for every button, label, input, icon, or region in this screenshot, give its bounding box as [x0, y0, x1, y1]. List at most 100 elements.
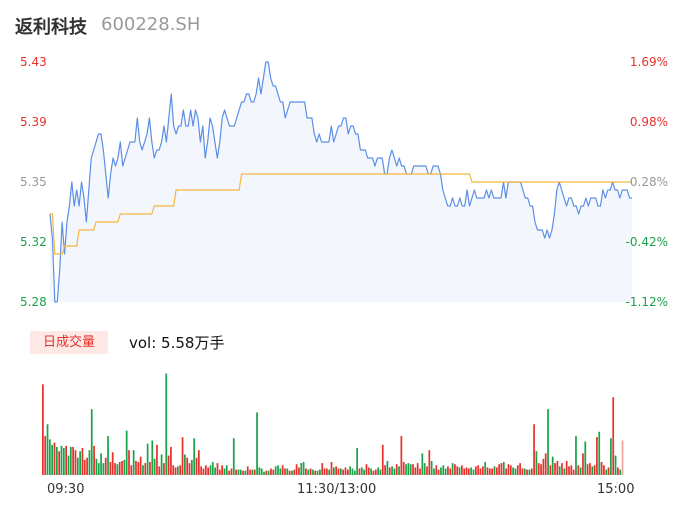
volume-bar	[530, 468, 533, 475]
volume-bar	[158, 466, 161, 475]
volume-bar	[142, 465, 144, 475]
volume-bar	[253, 469, 256, 475]
volume-bar	[263, 471, 265, 475]
y-right-tick: -1.12%	[625, 295, 668, 309]
volume-bar	[137, 462, 140, 475]
volume-bar	[398, 466, 400, 475]
volume-bar	[465, 467, 468, 475]
volume-bar	[349, 466, 352, 475]
price-layer	[49, 61, 632, 303]
volume-bar	[342, 469, 345, 475]
volume-bar	[421, 453, 424, 475]
volume-bar	[584, 441, 587, 475]
volume-bar	[402, 462, 405, 475]
price-line	[49, 61, 632, 303]
volume-bar	[88, 450, 91, 475]
x-tick-midday: 11:30/13:00	[297, 482, 377, 497]
volume-bar	[586, 464, 589, 475]
volume-bar	[95, 458, 98, 475]
volume-bar	[523, 468, 526, 475]
volume-bar	[79, 451, 81, 475]
volume-bar	[214, 467, 216, 475]
volume-bar	[200, 466, 203, 475]
volume-bar	[42, 384, 44, 475]
volume-bar	[274, 466, 277, 475]
volume-bar	[181, 437, 184, 475]
volume-bar	[123, 459, 126, 475]
volume-bar	[230, 468, 233, 475]
volume-bar	[561, 463, 563, 475]
volume-bar	[451, 463, 454, 475]
volume-bar	[551, 456, 554, 475]
volume-bar	[454, 464, 456, 475]
volume-bar	[170, 446, 172, 475]
volume-bar	[519, 463, 521, 475]
volume-bar	[277, 465, 279, 475]
volume-bar	[558, 466, 561, 475]
volume-bar	[104, 457, 107, 475]
volume-bar	[177, 466, 179, 475]
volume-bar	[265, 470, 268, 475]
volume-bar	[149, 462, 151, 475]
volume-bar	[333, 467, 335, 475]
volume-bar	[600, 462, 603, 475]
volume-bar	[568, 466, 570, 475]
volume-bar	[130, 465, 133, 475]
volume-bar	[500, 463, 503, 475]
volume-bar	[90, 409, 93, 475]
volume-bar	[202, 468, 205, 475]
volume-bar	[463, 468, 466, 475]
volume-bar	[360, 467, 363, 475]
volume-bar	[516, 465, 519, 475]
volume-bar	[69, 446, 72, 475]
volume-bar	[542, 458, 545, 475]
volume-bar	[430, 460, 433, 475]
volume-bar	[612, 397, 615, 475]
volume-bar	[416, 463, 419, 475]
volume-bar	[316, 470, 319, 475]
volume-bar	[484, 462, 487, 475]
volume-bar	[193, 438, 196, 475]
volume-bar	[565, 460, 568, 475]
volume-bar	[319, 469, 321, 475]
volume-bar	[58, 451, 61, 475]
volume-bar	[256, 412, 258, 475]
volume-bar	[563, 468, 566, 475]
x-tick-open: 09:30	[47, 482, 85, 497]
volume-bar	[207, 467, 210, 475]
volume-bar	[440, 467, 442, 475]
volume-bar	[74, 450, 77, 475]
volume-bar	[512, 467, 514, 475]
volume-bar	[151, 440, 154, 475]
volume-bar	[251, 469, 254, 475]
volume-bar	[605, 469, 608, 475]
volume-bar	[51, 444, 54, 475]
volume-bar	[486, 467, 489, 475]
x-tick-close: 15:00	[597, 482, 635, 497]
volume-bar	[100, 453, 102, 475]
volume-bar	[302, 462, 305, 475]
volume-bar	[267, 470, 270, 475]
volume-bar	[116, 464, 119, 475]
volume-bar	[135, 460, 137, 475]
volume-bar	[153, 458, 156, 475]
volume-bar	[444, 468, 447, 475]
volume-readout: vol: 5.58万手	[129, 334, 225, 352]
volume-bar	[97, 463, 100, 475]
volume-bar	[184, 454, 186, 475]
volume-bar	[309, 468, 312, 475]
volume-bar	[472, 469, 475, 475]
volume-bar	[379, 469, 382, 475]
volume-bar	[619, 469, 622, 475]
volume-bar	[579, 467, 582, 475]
volume-bar	[593, 465, 596, 475]
volume-bar	[272, 469, 275, 475]
volume-bar	[204, 465, 207, 475]
volume-bar	[388, 467, 391, 475]
volume-bar	[437, 469, 440, 475]
volume-bar	[393, 468, 396, 475]
volume-bar	[426, 466, 428, 475]
volume-bar	[572, 469, 575, 475]
volume-bar	[481, 466, 484, 475]
volume-bar	[491, 468, 494, 475]
